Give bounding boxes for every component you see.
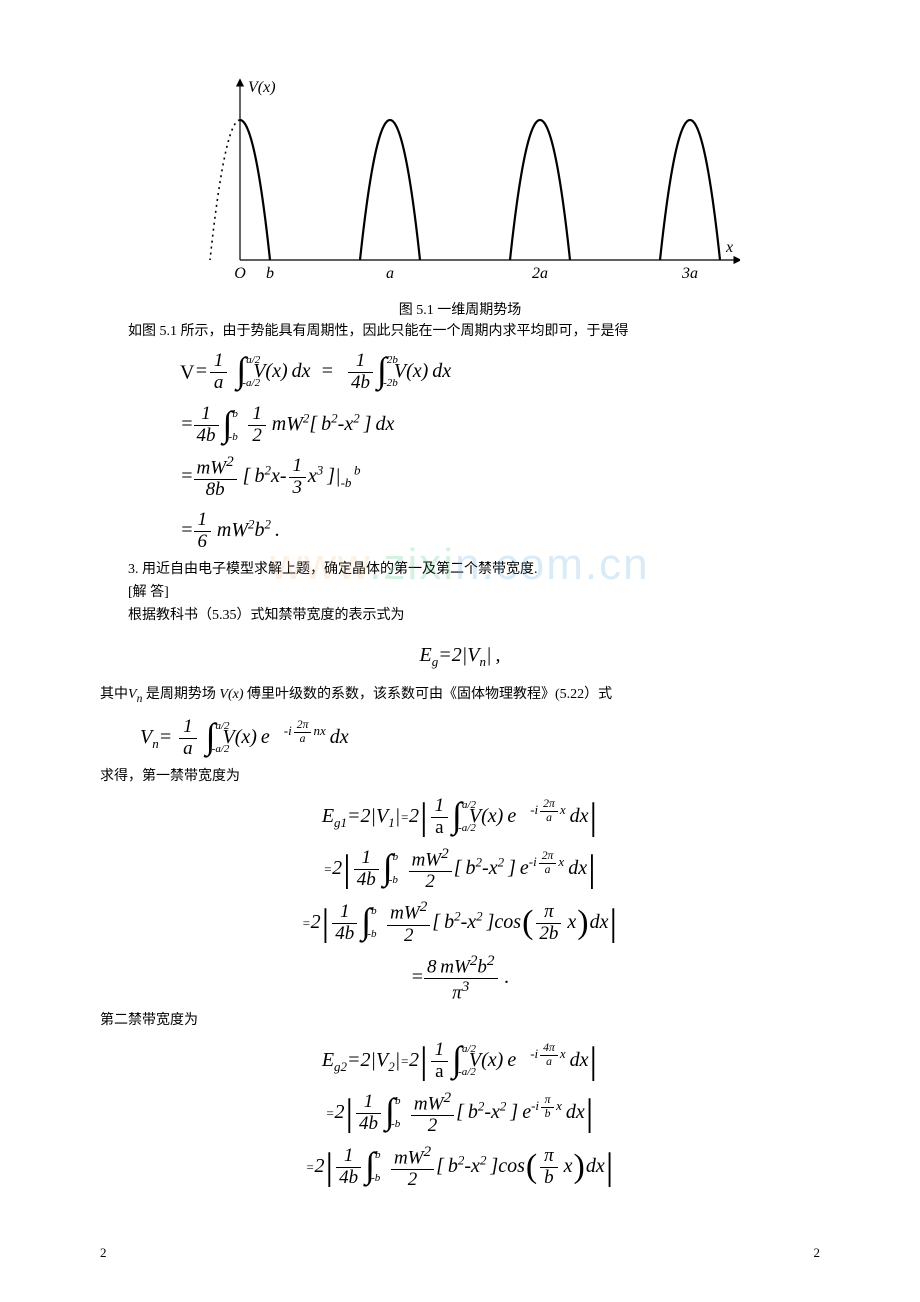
svg-text:O: O bbox=[234, 265, 246, 282]
footer-page-left: 2 bbox=[100, 1245, 107, 1261]
svg-text:b: b bbox=[266, 265, 274, 282]
paragraph-Vn-note: 其中Vn 是周期势场 V(x) 傅里叶级数的系数，该系数可由《固体物理教程》(5… bbox=[100, 684, 820, 707]
inline-Vx: V(x) bbox=[219, 687, 243, 702]
svg-text:3a: 3a bbox=[681, 265, 698, 282]
paragraph-intro: 如图 5.1 所示，由于势能具有周期性，因此只能在一个周期内求平均即可，于是得 bbox=[100, 321, 820, 342]
equation-Vn-definition: Vn= 1a a/2∫-a/2 V(x) e-i2πanx dx bbox=[140, 714, 820, 760]
svg-text:V(x): V(x) bbox=[248, 79, 276, 96]
page-footer: 2 2 bbox=[0, 1237, 920, 1291]
paragraph-second-gap: 第二禁带宽度为 bbox=[100, 1010, 820, 1031]
figure-5-1: V(x) x Ob a 2a 3a 图 5.1 一维周期势场 bbox=[100, 70, 820, 319]
svg-text:2a: 2a bbox=[532, 265, 548, 282]
text-prefix: 其中 bbox=[100, 687, 128, 702]
periodic-potential-plot: V(x) x Ob a 2a 3a bbox=[180, 70, 740, 290]
text-mid: 是周期势场 bbox=[142, 687, 219, 702]
svg-text:x: x bbox=[725, 239, 733, 256]
paragraph-Eg-intro: 根据教科书（5.35）式知禁带宽度的表示式为 bbox=[100, 605, 820, 626]
inline-Vn: Vn bbox=[128, 687, 142, 702]
solution-label: [解 答] bbox=[100, 582, 820, 603]
equation-Eg2: Eg2=2|V2|=2|1aa/2∫-a/2 V(x) e-i4πax dx|=… bbox=[100, 1037, 820, 1191]
problem-3-statement: 3. 用近自由电子模型求解上题，确定晶体的第一及第二个禁带宽度. bbox=[100, 559, 820, 580]
svg-text:a: a bbox=[386, 265, 394, 282]
equation-Eg1: Eg1=2|V1|=2|1aa/2∫-a/2 V(x) e-i2πax dx|=… bbox=[100, 793, 820, 1004]
text-suffix: 傅里叶级数的系数，该系数可由《固体物理教程》(5.22）式 bbox=[243, 687, 612, 702]
paragraph-first-gap: 求得，第一禁带宽度为 bbox=[100, 766, 820, 787]
figure-caption: 图 5.1 一维周期势场 bbox=[100, 299, 820, 319]
equation-V-average: V=1a a/2∫-a/2 V(x) dx =14b2b∫-2b V(x) dx… bbox=[180, 348, 820, 553]
footer-page-right: 2 bbox=[814, 1245, 821, 1261]
equation-Eg: Eg=2|Vn| , bbox=[100, 632, 820, 678]
